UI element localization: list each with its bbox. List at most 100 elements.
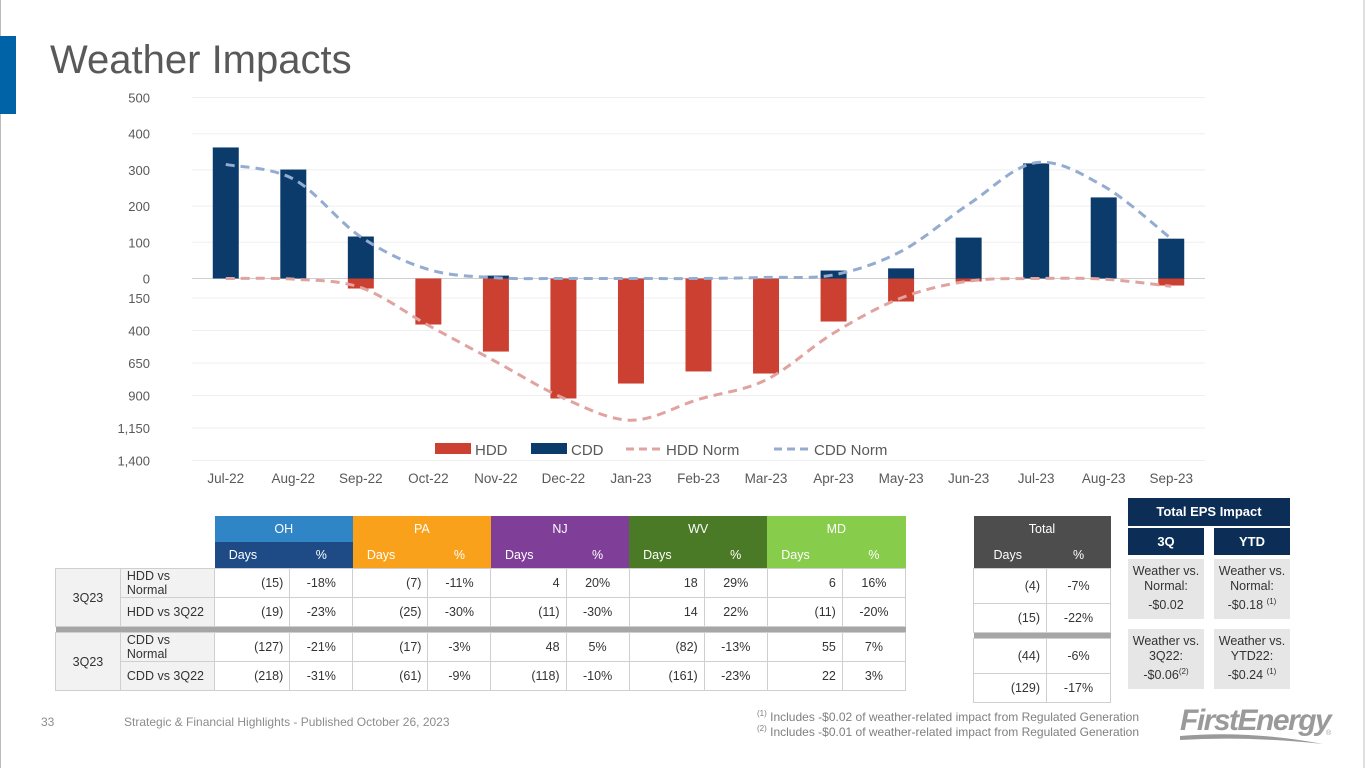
hdd-bar bbox=[550, 278, 577, 399]
eps-impact-panel: Total EPS Impact 3Q Weather vs. Normal: … bbox=[1128, 498, 1290, 689]
total-pct-value: -22% bbox=[1046, 603, 1111, 633]
cdd-bar bbox=[1090, 197, 1117, 279]
cdd-bar bbox=[1023, 163, 1050, 279]
table-row: 3Q23 HDD vs Normal (15) -18% (7) -11% 4 20% 18 29… bbox=[55, 568, 907, 627]
x-tick-label: May-23 bbox=[879, 471, 924, 486]
total-pct-header: % bbox=[1046, 542, 1111, 569]
footnote-1: (1) Includes -$0.02 of weather-related i… bbox=[757, 709, 1139, 724]
days-header: Days bbox=[214, 542, 290, 569]
pct-value: -30% bbox=[565, 597, 630, 627]
hdd-bar bbox=[482, 278, 509, 352]
y-tick-label: 1,150 bbox=[117, 421, 150, 436]
pct-value: 3% bbox=[841, 661, 907, 691]
total-days-value: (44) bbox=[973, 638, 1047, 674]
eps-cell-line: Weather vs. bbox=[1132, 564, 1200, 579]
hdd-bar bbox=[1158, 278, 1185, 286]
separator-cell bbox=[55, 626, 906, 633]
blank-cell bbox=[55, 516, 121, 542]
state-header-wv: WV bbox=[629, 516, 768, 542]
days-value: 55 bbox=[766, 632, 843, 662]
y-tick-label: 100 bbox=[128, 235, 150, 250]
hdd-bar bbox=[820, 278, 847, 322]
days-value: (25) bbox=[352, 597, 429, 627]
days-value: 22 bbox=[766, 661, 843, 691]
x-tick-label: Dec-22 bbox=[542, 471, 586, 486]
row-label: CDD vs 3Q22 bbox=[119, 661, 216, 691]
state-header-row: OH PA NJ WV MD bbox=[55, 516, 906, 542]
total-days-header: Days bbox=[973, 542, 1047, 569]
group-separator bbox=[973, 632, 1111, 639]
legend-label: HDD Norm bbox=[666, 442, 739, 459]
x-tick-label: Oct-22 bbox=[408, 471, 449, 486]
x-tick-label: Apr-23 bbox=[813, 471, 854, 486]
total-row: (15) -22% bbox=[973, 603, 1111, 633]
table-row: 3Q23 CDD vs Normal (127) -21% (17) -3% 48 5% (82… bbox=[55, 632, 907, 691]
days-value: 18 bbox=[628, 568, 705, 598]
total-days-value: (4) bbox=[973, 568, 1047, 604]
x-tick-label: Aug-23 bbox=[1082, 471, 1126, 486]
total-pct-value: -6% bbox=[1046, 638, 1111, 674]
separator-cell bbox=[973, 632, 1111, 639]
table-row: HDD vs 3Q22 (19) -23% (25) -30% (11) -30% 14 22%… bbox=[56, 597, 907, 627]
x-tick-label: Jul-22 bbox=[207, 471, 244, 486]
eps-cell: Weather vs. Normal: -$0.02 bbox=[1128, 559, 1204, 619]
row-label: HDD vs 3Q22 bbox=[119, 597, 216, 627]
x-tick-label: Mar-23 bbox=[745, 471, 788, 486]
period-label: 3Q23 bbox=[55, 632, 121, 691]
footnote-mark: (1) bbox=[1266, 667, 1277, 677]
pct-header: % bbox=[704, 542, 768, 569]
cdd-bar bbox=[820, 270, 847, 279]
pct-value: -30% bbox=[427, 597, 492, 627]
total-days-value: (129) bbox=[973, 673, 1047, 703]
page-number: 33 bbox=[41, 715, 55, 729]
pct-value: -31% bbox=[289, 661, 354, 691]
pct-value: 20% bbox=[565, 568, 630, 598]
days-value: (118) bbox=[490, 661, 567, 691]
eps-column-header: YTD bbox=[1214, 528, 1290, 555]
title-accent-bar bbox=[0, 36, 16, 114]
slide-left-edge bbox=[0, 0, 1, 768]
legend-label: CDD bbox=[571, 442, 604, 459]
total-row: (44) -6% bbox=[973, 638, 1111, 674]
state-header-oh: OH bbox=[214, 516, 353, 542]
slide-right-edge bbox=[1363, 0, 1365, 768]
cdd-bar bbox=[212, 147, 239, 279]
blank-cell bbox=[120, 516, 215, 542]
eps-cell: Weather vs. Normal: -$0.18 (1) bbox=[1214, 559, 1290, 619]
row-label: CDD vs Normal bbox=[119, 632, 216, 662]
y-tick-label: 200 bbox=[128, 199, 150, 214]
days-value: (11) bbox=[490, 597, 567, 627]
pct-value: 7% bbox=[841, 632, 907, 662]
firstenergy-logo: FirstEnergy bbox=[1180, 704, 1332, 737]
sub-header-row: Days% Days% Days% Days% Days% bbox=[55, 542, 906, 569]
pct-header: % bbox=[566, 542, 630, 569]
legend-label: HDD bbox=[475, 442, 508, 459]
y-tick-label: 400 bbox=[128, 127, 150, 142]
y-tick-label: 300 bbox=[128, 163, 150, 178]
cdd-norm-line bbox=[225, 160, 1173, 281]
footnote-text: Includes -$0.02 of weather-related impac… bbox=[770, 710, 1139, 724]
total-weather-table: Total Days % (4) -7% (15) -22% (44) -6% (129) -… bbox=[973, 516, 1111, 703]
eps-value: -$0.24 bbox=[1227, 668, 1267, 683]
days-header: Days bbox=[629, 542, 705, 569]
pct-value: -18% bbox=[289, 568, 354, 598]
y-tick-label: 150 bbox=[128, 291, 150, 306]
eps-column-header: 3Q bbox=[1128, 528, 1204, 555]
pct-value: -20% bbox=[841, 597, 907, 627]
footnote-mark: (1) bbox=[757, 709, 767, 718]
pct-value: -23% bbox=[703, 661, 768, 691]
y-tick-label: 500 bbox=[128, 91, 150, 106]
pct-value: 5% bbox=[565, 632, 630, 662]
footnote-text: Includes -$0.01 of weather-related impac… bbox=[770, 725, 1139, 739]
legend-swatch-hdd bbox=[435, 443, 471, 454]
hdd-bar bbox=[753, 278, 780, 374]
pct-value: -3% bbox=[427, 632, 492, 662]
row-label: HDD vs Normal bbox=[119, 568, 216, 598]
total-days-value: (15) bbox=[973, 603, 1047, 633]
hdd-bar bbox=[415, 278, 442, 325]
days-value: (11) bbox=[766, 597, 843, 627]
x-tick-label: Jun-23 bbox=[948, 471, 989, 486]
x-tick-label: Aug-22 bbox=[272, 471, 316, 486]
eps-cell-line: Normal: bbox=[1144, 579, 1188, 594]
y-tick-label: 650 bbox=[128, 356, 150, 371]
